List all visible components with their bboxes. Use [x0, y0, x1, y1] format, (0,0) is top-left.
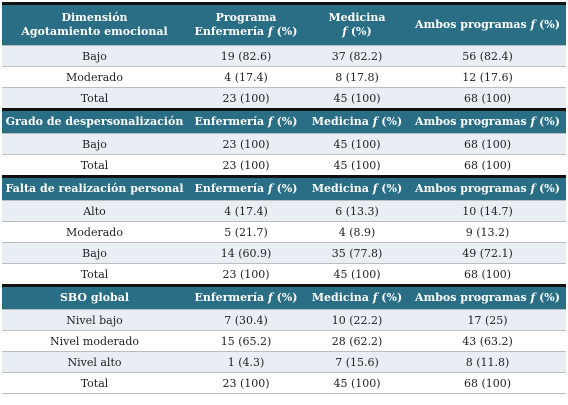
cell-ambos: 68 (100) [409, 372, 566, 394]
table-row: Total 23 (100) 45 (100) 68 (100) [2, 154, 566, 177]
cell-ambos: 49 (72.1) [409, 242, 566, 264]
section-header: SBO global Enfermería f (%) Medicina f (… [2, 284, 566, 310]
table-row: Moderado 4 (17.4) 8 (17.8) 12 (17.6) [2, 66, 566, 88]
cell-ambos: 9 (13.2) [409, 221, 566, 243]
burnout-table: Dimensión Agotamiento emocional Programa… [2, 2, 566, 394]
cell-ambos: 68 (100) [409, 87, 566, 110]
cell-enfermeria: 23 (100) [187, 87, 305, 110]
table-row: Moderado 5 (21.7) 4 (8.9) 9 (13.2) [2, 221, 566, 243]
table-row: Bajo 23 (100) 45 (100) 68 (100) [2, 133, 566, 155]
cell-enfermeria: 23 (100) [187, 263, 305, 286]
cell-enfermeria: 14 (60.9) [187, 242, 305, 264]
cell-enfermeria: 23 (100) [187, 154, 305, 177]
col-header-enfermeria: Enfermería f (%) [187, 108, 305, 134]
row-label: Total [2, 263, 187, 286]
table-row: Total 23 (100) 45 (100) 68 (100) [2, 263, 566, 286]
col-header-medicina: Medicina f (%) [305, 108, 409, 134]
cell-ambos: 56 (82.4) [409, 45, 566, 67]
cell-ambos: 68 (100) [409, 133, 566, 155]
cell-ambos: 12 (17.6) [409, 66, 566, 88]
cell-ambos: 68 (100) [409, 263, 566, 286]
cell-medicina: 45 (100) [305, 263, 409, 286]
cell-medicina: 10 (22.2) [305, 309, 409, 331]
section-title: Dimensión Agotamiento emocional [2, 2, 187, 46]
cell-medicina: 45 (100) [305, 133, 409, 155]
section-title: Grado de despersonalización [2, 108, 187, 134]
section-header: Dimensión Agotamiento emocional Programa… [2, 2, 566, 46]
col-header-ambos: Ambos programas f (%) [409, 284, 566, 310]
cell-medicina: 37 (82.2) [305, 45, 409, 67]
cell-ambos: 68 (100) [409, 154, 566, 177]
cell-enfermeria: 1 (4.3) [187, 351, 305, 373]
row-label: Total [2, 154, 187, 177]
section-header: Grado de despersonalización Enfermería f… [2, 108, 566, 134]
col-header-enfermeria: Programa Enfermería f (%) [187, 2, 305, 46]
col-header-ambos: Ambos programas f (%) [409, 175, 566, 201]
cell-enfermeria: 23 (100) [187, 372, 305, 394]
col-header-ambos: Ambos programas f (%) [409, 108, 566, 134]
col-header-medicina: Medicina f (%) [305, 175, 409, 201]
row-label: Total [2, 87, 187, 110]
cell-medicina: 28 (62.2) [305, 330, 409, 352]
cell-enfermeria: 4 (17.4) [187, 200, 305, 222]
row-label: Nivel bajo [2, 309, 187, 331]
col-header-ambos: Ambos programas f (%) [409, 2, 566, 46]
cell-enfermeria: 19 (82.6) [187, 45, 305, 67]
cell-medicina: 4 (8.9) [305, 221, 409, 243]
cell-enfermeria: 5 (21.7) [187, 221, 305, 243]
table-row: Alto 4 (17.4) 6 (13.3) 10 (14.7) [2, 200, 566, 222]
row-label: Bajo [2, 133, 187, 155]
cell-ambos: 17 (25) [409, 309, 566, 331]
cell-medicina: 45 (100) [305, 154, 409, 177]
table-row: Total 23 (100) 45 (100) 68 (100) [2, 372, 566, 394]
row-label: Total [2, 372, 187, 394]
cell-medicina: 7 (15.6) [305, 351, 409, 373]
table-container: Dimensión Agotamiento emocional Programa… [2, 2, 566, 394]
col-header-enfermeria: Enfermería f (%) [187, 284, 305, 310]
cell-enfermeria: 7 (30.4) [187, 309, 305, 331]
row-label: Moderado [2, 221, 187, 243]
cell-medicina: 6 (13.3) [305, 200, 409, 222]
cell-enfermeria: 15 (65.2) [187, 330, 305, 352]
table-row: Bajo 19 (82.6) 37 (82.2) 56 (82.4) [2, 45, 566, 67]
section-title: SBO global [2, 284, 187, 310]
cell-medicina: 45 (100) [305, 372, 409, 394]
table-row: Total 23 (100) 45 (100) 68 (100) [2, 87, 566, 110]
cell-enfermeria: 4 (17.4) [187, 66, 305, 88]
cell-medicina: 45 (100) [305, 87, 409, 110]
cell-ambos: 43 (63.2) [409, 330, 566, 352]
cell-medicina: 8 (17.8) [305, 66, 409, 88]
row-label: Bajo [2, 242, 187, 264]
row-label: Nivel moderado [2, 330, 187, 352]
section-title: Falta de realización personal [2, 175, 187, 201]
cell-enfermeria: 23 (100) [187, 133, 305, 155]
cell-ambos: 10 (14.7) [409, 200, 566, 222]
col-header-medicina: Medicina f (%) [305, 2, 409, 46]
table-row: Nivel bajo 7 (30.4) 10 (22.2) 17 (25) [2, 309, 566, 331]
table-row: Nivel moderado 15 (65.2) 28 (62.2) 43 (6… [2, 330, 566, 352]
table-row: Bajo 14 (60.9) 35 (77.8) 49 (72.1) [2, 242, 566, 264]
col-header-medicina: Medicina f (%) [305, 284, 409, 310]
row-label: Moderado [2, 66, 187, 88]
cell-ambos: 8 (11.8) [409, 351, 566, 373]
row-label: Nivel alto [2, 351, 187, 373]
cell-medicina: 35 (77.8) [305, 242, 409, 264]
section-header: Falta de realización personal Enfermería… [2, 175, 566, 201]
table-row: Nivel alto 1 (4.3) 7 (15.6) 8 (11.8) [2, 351, 566, 373]
col-header-enfermeria: Enfermería f (%) [187, 175, 305, 201]
row-label: Bajo [2, 45, 187, 67]
row-label: Alto [2, 200, 187, 222]
